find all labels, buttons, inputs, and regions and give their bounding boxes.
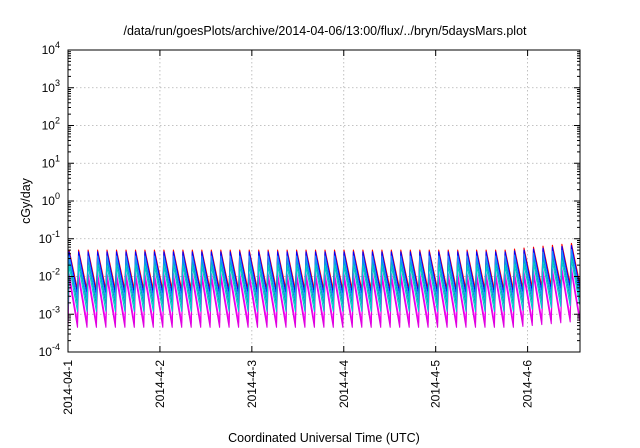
axis-ticks <box>67 49 580 353</box>
x-tick-label: 2014-4-6 <box>521 360 535 408</box>
series-line-5 <box>67 248 581 300</box>
y-tick-label: 104 <box>42 40 60 57</box>
y-tick-label: 10-1 <box>39 229 60 246</box>
y-tick-label: 102 <box>42 116 60 133</box>
x-axis-label: Coordinated Universal Time (UTC) <box>228 431 420 445</box>
x-tick-label: 2014-04-1 <box>61 360 75 415</box>
series-line-6 <box>67 258 581 312</box>
x-tick-labels: 2014-04-1 2014-4-2 2014-4-3 2014-4-4 2014-4-… <box>61 360 535 415</box>
y-tick-label: 101 <box>42 153 60 170</box>
y-tick-label: 100 <box>42 191 60 208</box>
y-tick-label: 10-3 <box>39 304 60 321</box>
x-tick-label: 2014-4-3 <box>245 360 259 408</box>
chart-title: /data/run/goesPlots/archive/2014-04-06/1… <box>123 24 527 38</box>
y-tick-label: 10-2 <box>39 267 60 284</box>
data-series <box>67 242 581 328</box>
y-tick-labels: 10-4 10-3 10-2 10-1 100 101 102 103 104 <box>39 40 60 359</box>
y-tick-label: 103 <box>42 78 60 95</box>
y-axis-label: cGy/day <box>19 177 33 224</box>
x-tick-label: 2014-4-2 <box>153 360 167 408</box>
x-tick-label: 2014-4-5 <box>429 360 443 408</box>
y-tick-label: 10-4 <box>39 342 60 359</box>
x-tick-label: 2014-4-4 <box>337 360 351 408</box>
